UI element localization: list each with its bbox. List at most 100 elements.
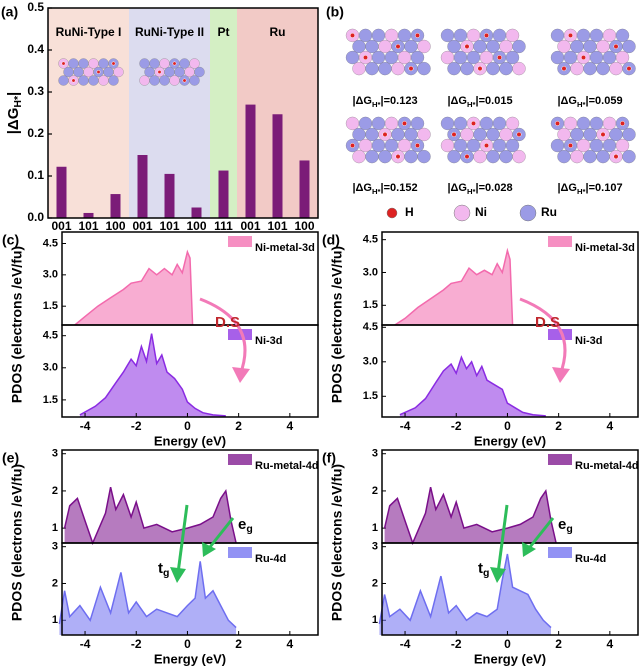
- atom: [378, 61, 392, 76]
- atom: [576, 138, 591, 153]
- x-axis-label: Energy (eV): [154, 651, 226, 666]
- legend-label: Ru-4d: [575, 553, 606, 565]
- atom: [492, 138, 507, 153]
- pdos-area: [384, 487, 557, 543]
- plot-frame: [61, 542, 319, 636]
- arrow-head: [202, 542, 216, 557]
- pdos-line: [383, 487, 557, 546]
- atom: [391, 61, 405, 76]
- annotation: tg: [478, 560, 489, 579]
- delta-g-label-suffix: |=0.107: [586, 182, 623, 194]
- y-tick-label: 4.5: [363, 321, 378, 333]
- atom: [149, 75, 160, 86]
- pdos-area: [74, 251, 193, 325]
- x-tick-label: 100: [186, 219, 206, 233]
- atom: [144, 66, 155, 78]
- atom: [358, 116, 373, 131]
- atom: [159, 58, 170, 69]
- h-atom: [483, 143, 490, 149]
- atom: [505, 28, 520, 43]
- atom: [473, 39, 487, 54]
- legend-swatch: [228, 329, 252, 340]
- delta-g-label: |ΔGH*|=0.123: [352, 95, 417, 109]
- bar: [272, 114, 283, 218]
- x-tick-label: 111: [214, 219, 233, 233]
- atom: [453, 138, 468, 153]
- y-tick-label: 0.2: [27, 126, 44, 140]
- y-tick-label: 1: [372, 614, 378, 626]
- x-tick-label: 101: [78, 219, 98, 233]
- legend-label: Ru-4d: [255, 553, 286, 565]
- atom: [453, 50, 468, 65]
- atom: [352, 149, 366, 164]
- atom: [371, 116, 386, 131]
- h-atom: [567, 32, 574, 38]
- atom: [58, 75, 69, 86]
- atom: [570, 149, 584, 164]
- plot-frame: [381, 542, 639, 636]
- atom: [103, 66, 114, 78]
- atom: [440, 116, 455, 131]
- panel-label: (b): [326, 4, 344, 20]
- atom: [486, 149, 500, 164]
- bar: [110, 194, 121, 218]
- y-axis-label-sub: H*: [12, 95, 24, 108]
- atom: [447, 61, 461, 76]
- atom: [139, 75, 150, 86]
- structure-model: [345, 28, 431, 76]
- atom: [622, 149, 636, 164]
- annotation-main: e: [238, 516, 246, 533]
- atom: [447, 39, 461, 54]
- structure-model: [440, 28, 526, 76]
- atom: [596, 61, 610, 76]
- x-tick-label: 4: [606, 419, 613, 433]
- atom: [492, 28, 507, 43]
- atom: [358, 138, 373, 153]
- x-axis-label: Energy (eV): [154, 433, 226, 448]
- h-atom: [567, 143, 574, 149]
- atom: [189, 58, 200, 69]
- pdos-line: [399, 355, 546, 417]
- legend-swatch: [228, 236, 252, 247]
- arrow: [199, 297, 247, 376]
- atom: [365, 61, 379, 76]
- y-tick-label: 2: [52, 577, 58, 589]
- annotation-main: e: [558, 516, 566, 533]
- arrow: [208, 517, 235, 548]
- atom: [583, 39, 597, 54]
- delta-g-label-main: |ΔG: [447, 182, 467, 194]
- atom: [479, 50, 494, 65]
- legend-label: Ni-3d: [575, 335, 603, 347]
- atom: [609, 127, 623, 142]
- x-tick-label: -2: [451, 419, 462, 433]
- atom: [622, 127, 636, 142]
- x-tick-label: 0: [184, 419, 191, 433]
- x-tick-label: 101: [159, 219, 179, 233]
- atom: [596, 149, 610, 164]
- h-atom: [483, 32, 490, 38]
- atom: [149, 58, 160, 69]
- h-atom: [554, 120, 561, 126]
- x-tick-label: -4: [400, 419, 411, 433]
- atom: [499, 149, 513, 164]
- legend-label: Ru-metal-4d: [575, 460, 639, 472]
- delta-g-label-main: |ΔG: [557, 182, 577, 194]
- y-tick-label: 2: [372, 485, 378, 497]
- delta-g-label-sub: H*: [372, 187, 381, 196]
- delta-g-label-sub: H*: [467, 187, 476, 196]
- h-atom: [382, 131, 388, 138]
- h-atom: [470, 120, 477, 126]
- y-axis-label: PDOS (electrons /eV/fu): [329, 246, 345, 403]
- atom: [479, 116, 494, 131]
- delta-g-label-suffix: |=0.152: [381, 182, 418, 194]
- atom: [417, 127, 431, 142]
- x-tick-label: 101: [267, 219, 287, 233]
- atom: [98, 75, 109, 86]
- delta-g-label-main: |ΔG: [352, 95, 372, 107]
- x-tick-label: 001: [51, 219, 71, 233]
- arrow: [496, 504, 509, 574]
- y-tick-label: 3.0: [363, 266, 378, 278]
- legend-label: Ru-metal-4d: [255, 460, 319, 472]
- atom: [352, 127, 366, 142]
- pdos-area: [379, 554, 551, 635]
